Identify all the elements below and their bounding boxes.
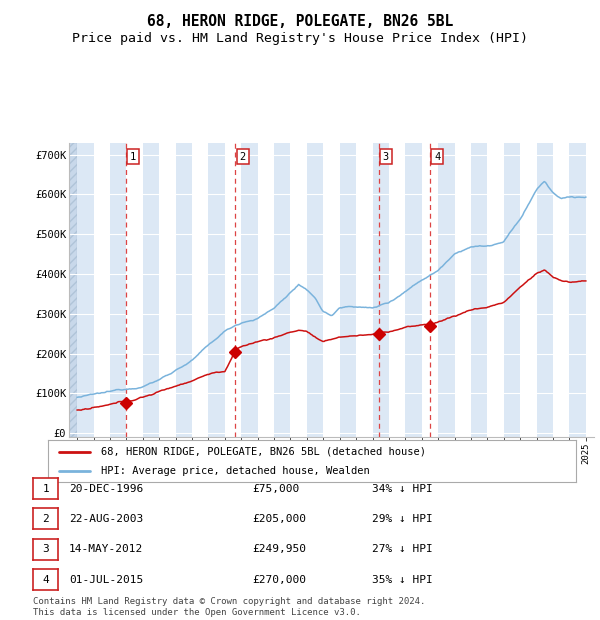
Text: 01-JUL-2015: 01-JUL-2015 — [69, 575, 143, 585]
Bar — [208, 143, 225, 437]
Text: 34% ↓ HPI: 34% ↓ HPI — [372, 484, 433, 494]
Text: £205,000: £205,000 — [252, 514, 306, 524]
Text: 22-AUG-2003: 22-AUG-2003 — [69, 514, 143, 524]
Bar — [323, 143, 340, 437]
Text: Contains HM Land Registry data © Crown copyright and database right 2024.
This d: Contains HM Land Registry data © Crown c… — [33, 598, 425, 617]
Bar — [159, 143, 176, 437]
Bar — [143, 143, 159, 437]
Text: 2: 2 — [42, 514, 49, 524]
Bar — [77, 143, 94, 437]
Bar — [536, 143, 553, 437]
Bar — [192, 143, 208, 437]
Bar — [225, 143, 241, 437]
Bar — [110, 143, 127, 437]
Bar — [520, 143, 536, 437]
Text: £75,000: £75,000 — [252, 484, 299, 494]
Bar — [422, 143, 438, 437]
Bar — [241, 143, 257, 437]
Text: 35% ↓ HPI: 35% ↓ HPI — [372, 575, 433, 585]
Text: 68, HERON RIDGE, POLEGATE, BN26 5BL (detached house): 68, HERON RIDGE, POLEGATE, BN26 5BL (det… — [101, 446, 426, 456]
Text: 68, HERON RIDGE, POLEGATE, BN26 5BL: 68, HERON RIDGE, POLEGATE, BN26 5BL — [147, 14, 453, 29]
Text: 1: 1 — [130, 151, 136, 162]
Text: £249,950: £249,950 — [252, 544, 306, 554]
Text: 4: 4 — [42, 575, 49, 585]
Bar — [553, 143, 569, 437]
Bar — [504, 143, 520, 437]
Bar — [389, 143, 406, 437]
Bar — [340, 143, 356, 437]
Text: 20-DEC-1996: 20-DEC-1996 — [69, 484, 143, 494]
Text: 1: 1 — [42, 484, 49, 494]
Bar — [406, 143, 422, 437]
Text: 3: 3 — [383, 151, 389, 162]
Text: 14-MAY-2012: 14-MAY-2012 — [69, 544, 143, 554]
Text: Price paid vs. HM Land Registry's House Price Index (HPI): Price paid vs. HM Land Registry's House … — [72, 32, 528, 45]
Text: 4: 4 — [434, 151, 440, 162]
Bar — [94, 143, 110, 437]
Bar — [274, 143, 290, 437]
Text: 27% ↓ HPI: 27% ↓ HPI — [372, 544, 433, 554]
Bar — [438, 143, 455, 437]
Bar — [373, 143, 389, 437]
Bar — [69, 143, 77, 437]
Text: 29% ↓ HPI: 29% ↓ HPI — [372, 514, 433, 524]
Bar — [487, 143, 504, 437]
Bar — [257, 143, 274, 437]
Bar — [586, 143, 594, 437]
Bar — [569, 143, 586, 437]
Bar — [586, 143, 600, 437]
Bar — [127, 143, 143, 437]
Bar — [356, 143, 373, 437]
Bar — [290, 143, 307, 437]
Bar — [176, 143, 192, 437]
Text: 2: 2 — [239, 151, 246, 162]
Bar — [307, 143, 323, 437]
Bar — [455, 143, 471, 437]
Text: HPI: Average price, detached house, Wealden: HPI: Average price, detached house, Weal… — [101, 466, 370, 476]
Text: 3: 3 — [42, 544, 49, 554]
Bar — [471, 143, 487, 437]
Text: £270,000: £270,000 — [252, 575, 306, 585]
